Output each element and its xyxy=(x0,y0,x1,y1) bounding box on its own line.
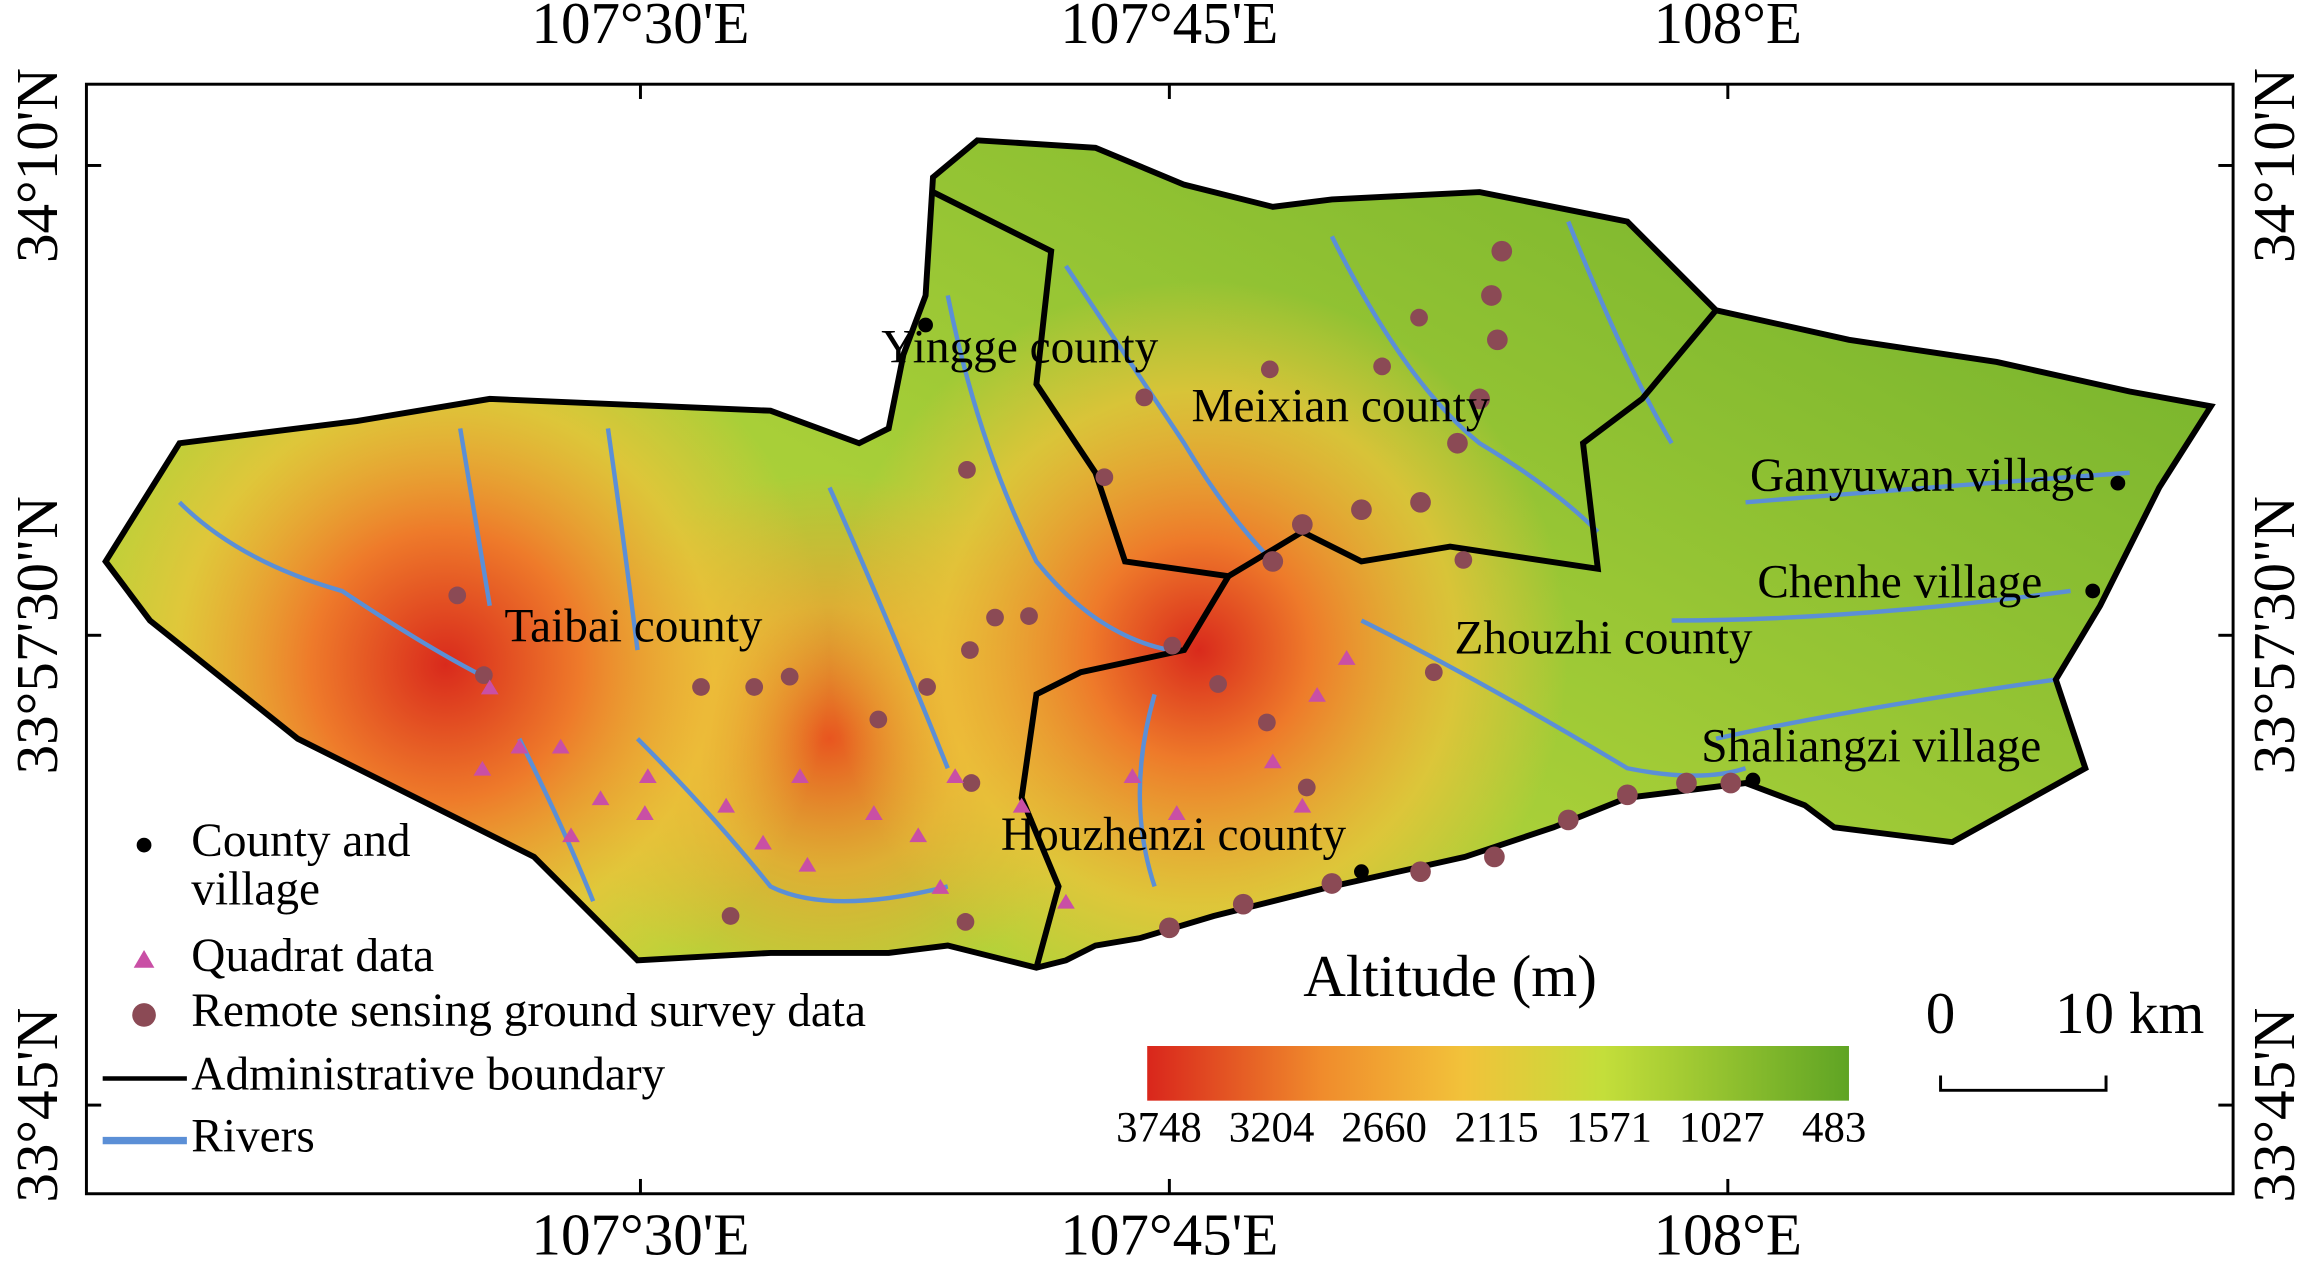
lon-label: 107°30'E xyxy=(531,1202,749,1268)
lat-label: 33°57'30"N xyxy=(4,496,70,774)
lon-label: 107°45'E xyxy=(1060,1202,1278,1268)
rivers xyxy=(177,220,2130,904)
place-label: Yingge county xyxy=(881,321,1158,373)
legend-label: Administrative boundary xyxy=(191,1048,665,1100)
legend-label: village xyxy=(191,864,320,916)
place-label: Chenhe village xyxy=(1757,556,2042,608)
legend-symbol xyxy=(136,837,152,853)
colorbar-tick-label: 1571 xyxy=(1566,1105,1652,1152)
legend-label: County and xyxy=(191,815,411,867)
lon-label: 108°E xyxy=(1654,0,1802,56)
lon-label: 108°E xyxy=(1654,1202,1802,1268)
place-label: Houzhenzi county xyxy=(1001,809,1347,861)
quadrat-points xyxy=(473,650,1356,909)
colorbar-tick-label: 2115 xyxy=(1455,1105,1539,1152)
colorbar xyxy=(1147,1046,1849,1101)
place-label: Meixian county xyxy=(1192,381,1490,433)
lat-label: 33°45'N xyxy=(4,1008,70,1203)
lat-label: 33°45'N xyxy=(2241,1008,2307,1203)
colorbar-tick-label: 3748 xyxy=(1116,1105,1202,1152)
legend-label: Remote sensing ground survey data xyxy=(191,985,866,1037)
settlements xyxy=(918,317,2126,880)
colorbar-tick-label: 3204 xyxy=(1229,1105,1315,1152)
survey-points xyxy=(448,240,1742,939)
place-label: Ganyuwan village xyxy=(1750,450,2095,502)
colorbar-tick-label: 2660 xyxy=(1341,1105,1427,1152)
place-label: Zhouzhi county xyxy=(1455,613,1753,665)
scale-label: 0 xyxy=(1926,980,1956,1046)
place-label: Shaliangzi village xyxy=(1701,720,2041,772)
lat-label: 34°10'N xyxy=(4,68,70,263)
legend-label: Quadrat data xyxy=(191,930,434,982)
lat-label: 34°10'N xyxy=(2241,68,2307,263)
place-label: Taibai county xyxy=(505,601,763,653)
scale-bar xyxy=(1939,1075,2108,1092)
lon-label: 107°45'E xyxy=(1060,0,1278,56)
lon-label: 107°30'E xyxy=(531,0,749,56)
scale-label: 10 km xyxy=(2055,980,2204,1046)
colorbar-title: Altitude (m) xyxy=(1303,943,1597,1009)
colorbar-tick-label: 483 xyxy=(1802,1105,1866,1152)
colorbar-tick-label: 1027 xyxy=(1679,1105,1765,1152)
legend-symbol xyxy=(132,1003,156,1027)
legend-label: Rivers xyxy=(191,1110,314,1162)
legend-symbol xyxy=(133,949,155,968)
lat-label: 33°57'30"N xyxy=(2241,496,2307,774)
